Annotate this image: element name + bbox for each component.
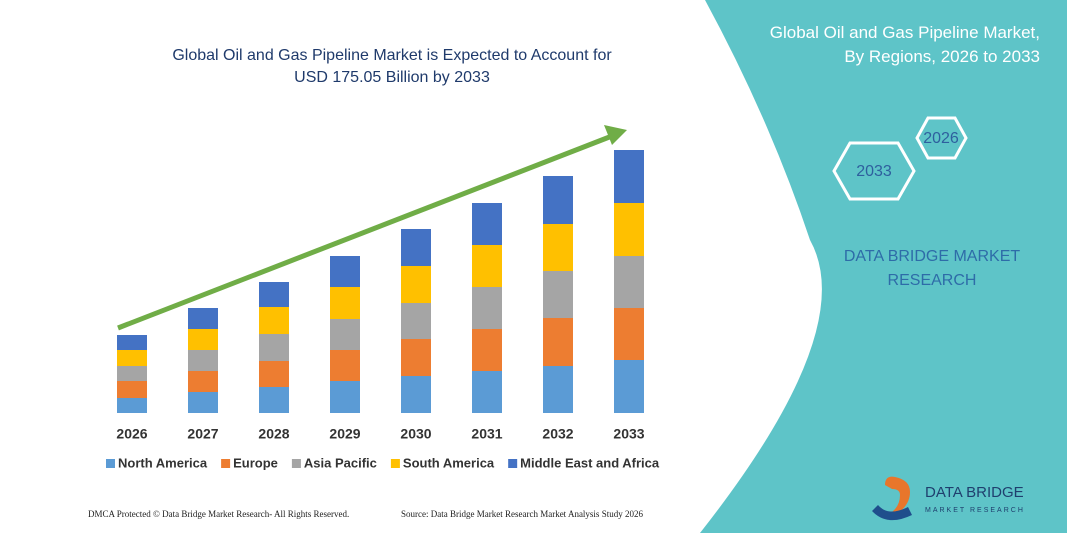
bar-segment <box>543 176 573 224</box>
legend-label: Europe <box>233 455 278 470</box>
x-tick-label: 2032 <box>542 426 573 442</box>
bar-segment <box>330 287 360 319</box>
x-tick-label: 2028 <box>258 426 289 442</box>
arrow-head <box>604 125 627 145</box>
x-tick-label: 2029 <box>329 426 360 442</box>
bar-segment <box>117 398 147 413</box>
bar-segment <box>330 256 360 287</box>
bar-segment <box>401 376 431 413</box>
bar-segment <box>259 361 289 387</box>
bar-segment <box>543 318 573 366</box>
title-line: By Regions, 2026 to 2033 <box>844 47 1040 66</box>
trend-arrow <box>117 133 613 331</box>
bar-segment <box>330 381 360 413</box>
logo-text: DATA BRIDGE <box>925 484 1024 501</box>
bar-segment <box>401 339 431 376</box>
logo-icon <box>882 476 910 517</box>
hex-label: 2026 <box>923 130 959 147</box>
x-tick-label: 2033 <box>613 426 644 442</box>
chart-title: Global Oil and Gas Pipeline Market is Ex… <box>172 47 612 86</box>
hex-label: 2033 <box>856 163 892 180</box>
brand-text: RESEARCH <box>888 272 977 289</box>
logo-icon <box>872 505 912 521</box>
legend-swatch <box>390 459 400 468</box>
bar-segment <box>117 366 147 381</box>
bar-segment <box>188 392 218 413</box>
bar-segment <box>543 271 573 318</box>
bar-segment <box>117 335 147 350</box>
legend-swatch <box>106 459 115 468</box>
bar-segment <box>188 350 218 371</box>
bar-segment <box>330 350 360 381</box>
title-line: Global Oil and Gas Pipeline Market is Ex… <box>172 47 612 64</box>
hexagon <box>832 141 916 201</box>
bar-segment <box>472 203 502 245</box>
bar-segment <box>472 287 502 329</box>
bar-segment <box>614 308 644 360</box>
legend-label: Asia Pacific <box>304 455 377 470</box>
bar-segment <box>614 150 644 203</box>
bar-segment <box>614 360 644 413</box>
x-tick-label: 2030 <box>400 426 431 442</box>
bar-segment <box>614 203 644 256</box>
x-tick-label: 2026 <box>116 426 147 442</box>
bar-segment <box>117 381 147 398</box>
plot: 2026 2027 2028 2029 2030 2031 2032 2033 North Am… <box>106 150 660 470</box>
bar-segment <box>188 371 218 392</box>
bar-segment <box>543 224 573 271</box>
legend-label: South America <box>403 455 495 470</box>
bar-segment <box>259 334 289 361</box>
bar-segment <box>543 366 573 413</box>
hexagon <box>915 116 968 160</box>
footer-left: DMCA Protected © Data Bridge Market Rese… <box>88 509 349 519</box>
bar-segment <box>330 319 360 350</box>
bar-segment <box>472 371 502 413</box>
bar-segment <box>614 256 644 308</box>
title-line: Global Oil and Gas Pipeline Market, <box>770 23 1040 42</box>
x-tick-label: 2031 <box>471 426 502 442</box>
brand-text: DATA BRIDGE MARKET <box>844 248 1021 265</box>
legend-swatch <box>221 459 231 468</box>
bar-segment <box>472 245 502 287</box>
legend-swatch <box>291 459 301 468</box>
footer-right: Source: Data Bridge Market Research Mark… <box>401 509 643 519</box>
title-line: USD 175.05 Billion by 2033 <box>294 69 490 86</box>
bar-segment <box>401 229 431 266</box>
bar-segment <box>401 303 431 339</box>
bar-segment <box>472 329 502 371</box>
bar-segment <box>401 266 431 303</box>
bar-segment <box>259 307 289 334</box>
teal-panel <box>700 0 1067 533</box>
x-tick-label: 2027 <box>187 426 218 442</box>
bar-segment <box>259 387 289 413</box>
bar-segment <box>188 329 218 350</box>
bar-segment <box>117 350 147 366</box>
panel-title: Global Oil and Gas Pipeline Market, By Re… <box>770 23 1040 66</box>
legend-swatch <box>508 459 518 468</box>
logo-sub: MARKET RESEARCH <box>925 507 1025 514</box>
legend-label: Middle East and Africa <box>520 455 660 470</box>
bar-segment <box>188 308 218 329</box>
bar-segment <box>259 282 289 307</box>
legend-label: North America <box>118 455 208 470</box>
